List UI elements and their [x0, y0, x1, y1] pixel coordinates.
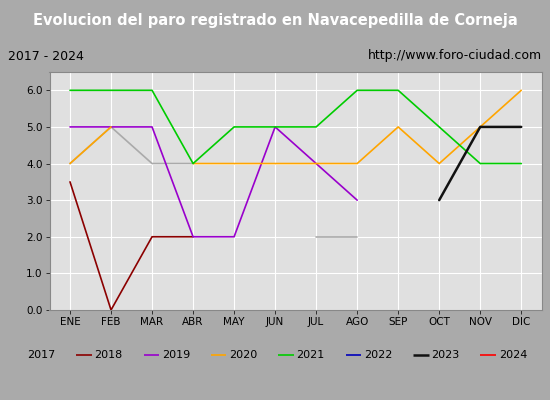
- Text: 2022: 2022: [364, 350, 392, 360]
- Text: 2021: 2021: [296, 350, 325, 360]
- Text: 2017 - 2024: 2017 - 2024: [8, 50, 84, 62]
- Text: 2018: 2018: [95, 350, 123, 360]
- Text: 2023: 2023: [431, 350, 460, 360]
- Text: 2024: 2024: [499, 350, 527, 360]
- Text: http://www.foro-ciudad.com: http://www.foro-ciudad.com: [367, 50, 542, 62]
- Text: Evolucion del paro registrado en Navacepedilla de Corneja: Evolucion del paro registrado en Navacep…: [32, 14, 518, 28]
- Text: 2017: 2017: [27, 350, 56, 360]
- Text: 2020: 2020: [229, 350, 257, 360]
- Text: 2019: 2019: [162, 350, 190, 360]
